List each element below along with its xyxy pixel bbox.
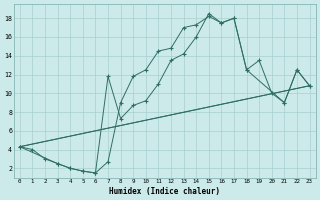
X-axis label: Humidex (Indice chaleur): Humidex (Indice chaleur) xyxy=(109,187,220,196)
